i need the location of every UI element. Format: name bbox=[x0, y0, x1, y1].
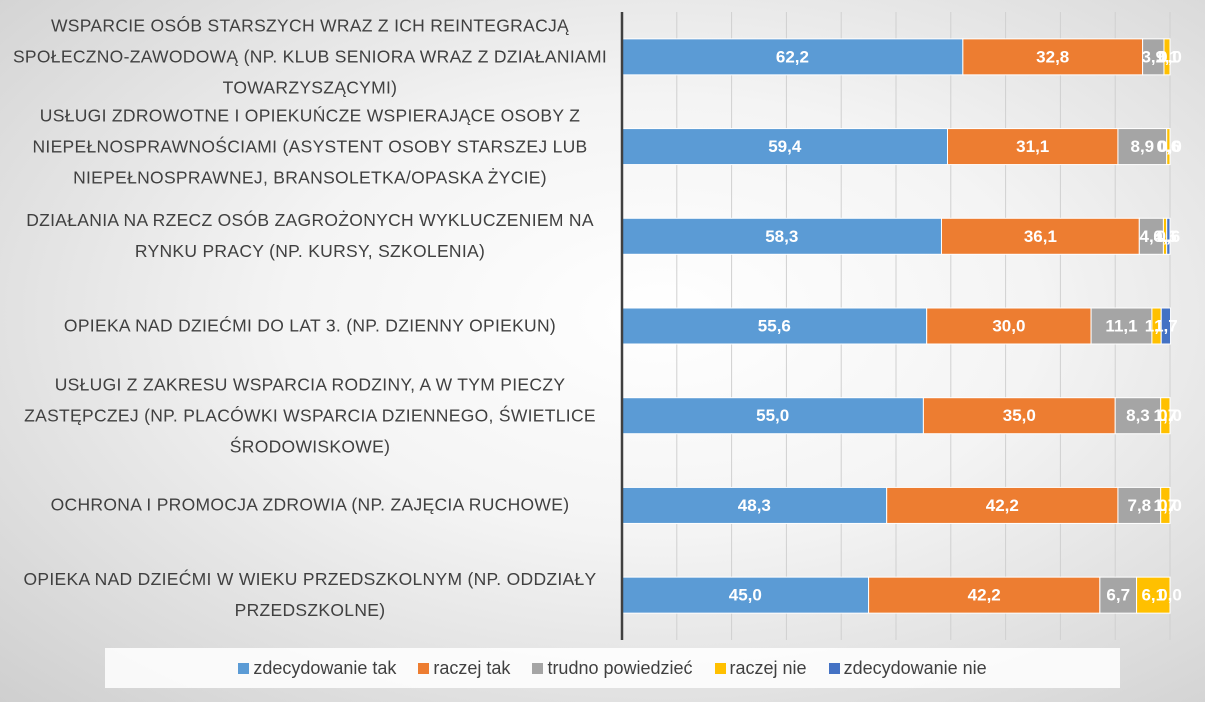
bar-segment bbox=[1117, 128, 1168, 166]
category-label: OPIEKA NAD DZIEĆMI DO LAT 3. (NP. DZIENN… bbox=[63, 315, 557, 336]
bar-segment bbox=[1166, 217, 1171, 255]
value-label: 0,0 bbox=[1158, 406, 1182, 425]
bar-segment bbox=[621, 576, 870, 614]
value-label: 42,2 bbox=[986, 496, 1019, 515]
value-label: 45,0 bbox=[729, 586, 762, 605]
value-label: 8,9 bbox=[1131, 137, 1155, 156]
bar-segment bbox=[922, 397, 1116, 435]
bar-segment bbox=[962, 38, 1144, 76]
value-label: 0,0 bbox=[1158, 496, 1182, 515]
bar-segment bbox=[621, 217, 942, 255]
bar-segment bbox=[1099, 576, 1138, 614]
value-label: 31,1 bbox=[1016, 137, 1049, 156]
legend-swatch bbox=[714, 662, 726, 674]
bar-segment bbox=[926, 307, 1092, 345]
bar-segment bbox=[1160, 397, 1171, 435]
bar-segment bbox=[621, 128, 949, 166]
value-label: 62,2 bbox=[776, 47, 809, 66]
legend-label: raczej tak bbox=[433, 657, 511, 678]
legend-item: trudno powiedzieć bbox=[532, 657, 693, 679]
legend-label: zdecydowanie nie bbox=[843, 657, 987, 678]
value-label: 0,6 bbox=[1157, 137, 1181, 156]
legend-swatch bbox=[418, 662, 430, 674]
value-label: 6,1 bbox=[1141, 586, 1165, 605]
bar-segment bbox=[1160, 486, 1171, 524]
bar-segment bbox=[886, 486, 1119, 524]
bar-segment bbox=[1166, 128, 1171, 166]
value-label: 0,0 bbox=[1158, 586, 1182, 605]
value-label: 32,8 bbox=[1036, 47, 1069, 66]
bar-segment bbox=[621, 397, 924, 435]
value-label: 42,2 bbox=[968, 586, 1001, 605]
category-label: OCHRONA I PROMOCJA ZDROWIA (NP. ZAJĘCIA … bbox=[50, 494, 570, 515]
value-label: 3,9 bbox=[1141, 47, 1165, 66]
legend-swatch bbox=[238, 662, 250, 674]
value-label: 30,0 bbox=[992, 316, 1025, 335]
legend-swatch bbox=[532, 662, 544, 674]
category-label: OPIEKA NAD DZIEĆMI W WIEKU PRZEDSZKOLNYM… bbox=[23, 569, 597, 621]
category-label: USŁUGI Z ZAKRESU WSPARCIA RODZINY, A W T… bbox=[24, 374, 596, 457]
value-label: 1,7 bbox=[1154, 406, 1178, 425]
value-label: 1,7 bbox=[1154, 316, 1178, 335]
value-label: 59,4 bbox=[768, 137, 802, 156]
value-label: 0,0 bbox=[1158, 137, 1182, 156]
bar-segment bbox=[940, 217, 1140, 255]
value-label: 6,7 bbox=[1106, 586, 1130, 605]
value-label: 0,6 bbox=[1153, 227, 1177, 246]
value-label: 55,0 bbox=[756, 406, 789, 425]
value-label: 11,1 bbox=[1105, 316, 1137, 335]
bar-segment bbox=[947, 128, 1119, 166]
value-label: 8,3 bbox=[1126, 406, 1150, 425]
category-label: USŁUGI ZDROWOTNE I OPIEKUŃCZE WSPIERAJĄC… bbox=[32, 105, 588, 188]
legend: zdecydowanie tak raczej tak trudno powiedz… bbox=[105, 648, 1120, 688]
value-label: 48,3 bbox=[738, 496, 771, 515]
value-label: 55,6 bbox=[758, 316, 791, 335]
legend-item: raczej nie bbox=[714, 657, 807, 679]
legend-item: zdecydowanie tak bbox=[238, 658, 396, 679]
legend-label: zdecydowanie tak bbox=[253, 657, 397, 678]
legend-item: raczej tak bbox=[418, 658, 510, 679]
legend-item: zdecydowanie nie bbox=[828, 657, 987, 679]
legend-label: raczej nie bbox=[729, 657, 807, 678]
value-label: 36,1 bbox=[1024, 227, 1057, 246]
value-label: 1,1 bbox=[1155, 47, 1179, 66]
value-label: 35,0 bbox=[1003, 406, 1036, 425]
category-label: WSPARCIE OSÓB STARSZYCH WRAZ Z ICH REINT… bbox=[12, 15, 608, 98]
value-label: 1,7 bbox=[1154, 496, 1178, 515]
value-label: 0,6 bbox=[1157, 227, 1181, 246]
value-label: 4,4 bbox=[1140, 227, 1164, 246]
value-label: 7,8 bbox=[1127, 496, 1151, 515]
category-label: DZIAŁANIA NA RZECZ OSÓB ZAGROŻONYCH WYKL… bbox=[26, 210, 594, 262]
legend-label: trudno powiedzieć bbox=[547, 657, 693, 678]
value-label: 0,0 bbox=[1158, 47, 1182, 66]
bar-segment bbox=[1160, 307, 1172, 345]
bar-segment bbox=[621, 38, 964, 76]
bar-segment bbox=[1136, 576, 1171, 614]
bar-segment bbox=[1114, 397, 1162, 435]
bar-segment bbox=[868, 576, 1101, 614]
bar-segment bbox=[1163, 38, 1171, 76]
bar-segment bbox=[1090, 307, 1153, 345]
legend-swatch bbox=[828, 662, 840, 674]
value-label: 58,3 bbox=[765, 227, 798, 246]
